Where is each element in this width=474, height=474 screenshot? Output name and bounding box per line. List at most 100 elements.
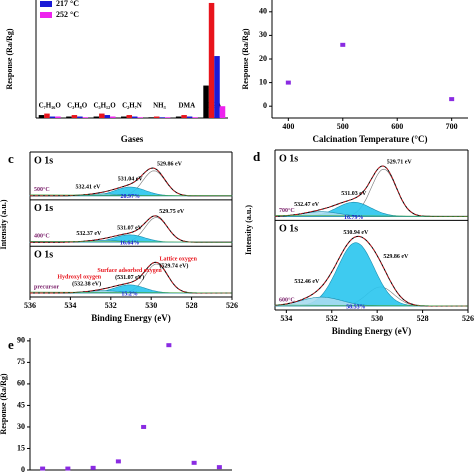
y-axis-label: Response (Ra/Rg): [241, 28, 250, 89]
peak-label: 529.86 eV: [157, 161, 183, 167]
bar: [175, 116, 182, 118]
x-axis-label: Gases: [121, 134, 144, 144]
bar: [44, 113, 50, 118]
sample-label: 600°C: [279, 296, 295, 303]
legend-label: 252 °C: [56, 10, 79, 19]
sample-label: 500°C: [34, 186, 50, 193]
point: [166, 343, 172, 348]
x-tick-label: 600: [391, 122, 403, 131]
bar: [121, 116, 127, 118]
bar: [55, 116, 61, 118]
y-tick-label: 0: [263, 101, 267, 110]
y-tick-label: 0: [21, 465, 25, 474]
y-tick-label: 10: [259, 77, 267, 86]
y-axis-label: Response (Ra/Rg): [5, 28, 14, 89]
legend-swatch: [40, 12, 52, 18]
panel-title: O 1s: [34, 203, 53, 214]
point: [141, 424, 147, 429]
peak-label: 532.47 eV: [294, 202, 320, 208]
x-tick-label: 534: [64, 301, 76, 310]
bar: [104, 115, 111, 118]
peak-label: 529.86 eV: [383, 254, 409, 260]
bar: [159, 117, 165, 118]
x-tick-label: C₂H₇N: [122, 102, 142, 110]
x-tick-label: 526: [462, 314, 474, 323]
x-tick-label: 528: [186, 301, 198, 310]
bar: [192, 117, 198, 118]
x-tick-label: 400: [282, 122, 294, 131]
y-axis-label: Intensity (a.u.): [244, 205, 253, 255]
panel-title: O 1s: [34, 155, 53, 166]
x-tick-label: 526: [226, 301, 238, 310]
peak-label: 529.71 eV: [387, 159, 413, 165]
y-tick-label: 30: [17, 422, 25, 431]
peak-name: Lattice oxygen: [159, 257, 197, 263]
peak-label: 531.04 eV: [118, 176, 144, 182]
peak-label: 532.46 eV: [294, 279, 320, 285]
peak-label: (532.38 eV): [72, 280, 101, 287]
background-line: [29, 291, 233, 294]
x-tick-label: C₃H₈O: [67, 102, 88, 110]
y-tick-label: 15: [17, 443, 25, 452]
percentage-label: 16.79%: [344, 215, 364, 221]
bar: [153, 116, 160, 118]
peak-label: 530.94 eV: [343, 230, 369, 236]
bar: [93, 116, 100, 118]
x-axis-label: Calcination Temperature (°C): [313, 134, 428, 144]
x-tick-label: 528: [417, 314, 429, 323]
point: [216, 465, 222, 470]
sample-label: 400°C: [34, 233, 50, 240]
background-line: [274, 215, 469, 217]
x-tick-label: 530: [145, 301, 157, 310]
bar: [219, 106, 226, 118]
x-tick-label: 530: [371, 314, 383, 323]
peak-component: [275, 242, 468, 307]
bar: [38, 115, 45, 118]
y-tick-label: 45: [17, 400, 25, 409]
peak-label: 531.07 eV: [117, 225, 143, 231]
legend-label: 217 °C: [56, 0, 79, 8]
peak-label: 529.75 eV: [159, 209, 185, 215]
x-tick-label: DMA: [178, 102, 195, 110]
x-tick-label: 500: [337, 122, 349, 131]
bar: [164, 117, 171, 118]
bar: [66, 116, 72, 118]
sample-label: precursor: [34, 284, 60, 290]
y-axis-label: Response (Ra/Rg): [0, 373, 8, 434]
panel-title: O 1s: [34, 250, 53, 261]
panel-title: O 1s: [279, 153, 298, 164]
peak-label: (529.74 eV): [159, 263, 188, 270]
peak-label: 531.03 eV: [341, 191, 367, 197]
bar: [181, 115, 187, 118]
x-tick-label: 700: [446, 122, 458, 131]
point: [90, 465, 96, 470]
peak-label: (531.07 eV): [115, 274, 144, 281]
point: [65, 466, 71, 471]
bar: [203, 85, 209, 118]
background-line: [29, 240, 233, 243]
point: [340, 42, 346, 47]
panel-label: e: [8, 337, 14, 352]
x-tick-label: 534: [280, 314, 292, 323]
bar: [137, 117, 143, 118]
legend-swatch: [40, 1, 52, 7]
bar: [148, 117, 154, 118]
x-axis-label: Binding Energy (eV): [91, 313, 171, 323]
x-tick-label: 532: [105, 301, 117, 310]
bar: [49, 116, 56, 118]
fit-envelope: [274, 236, 468, 307]
percentage-label: 15.2%: [121, 291, 138, 297]
y-tick-label: 90: [17, 336, 25, 345]
peak-label: 532.41 eV: [76, 185, 102, 191]
y-tick-label: 20: [259, 54, 267, 63]
y-tick-label: 30: [259, 30, 267, 39]
x-tick-label: 536: [24, 301, 36, 310]
percentage-label: 20.97%: [120, 194, 140, 200]
bar: [82, 117, 89, 118]
bar: [126, 115, 132, 118]
bar: [132, 116, 138, 118]
y-axis-label: Intensity (a.u.): [0, 199, 8, 249]
